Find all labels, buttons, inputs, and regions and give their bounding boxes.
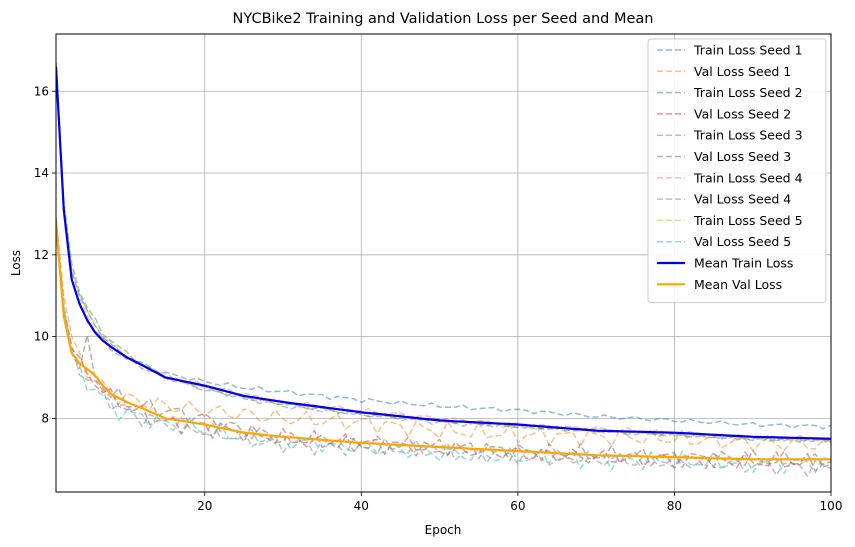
x-tick-label: 80 — [667, 499, 682, 513]
plot-frame — [55, 33, 832, 493]
x-tick-label: 40 — [354, 499, 369, 513]
legend-label: Mean Train Loss — [694, 256, 793, 271]
legend-label: Train Loss Seed 5 — [693, 213, 803, 228]
legend-label: Train Loss Seed 2 — [693, 85, 803, 100]
legend-box — [647, 38, 827, 304]
legend-label: Val Loss Seed 5 — [694, 234, 791, 249]
chart-title: NYCBike2 Training and Validation Loss pe… — [233, 11, 654, 27]
legend: Train Loss Seed 1 Val Loss Seed 1 Train Lo… — [647, 38, 827, 304]
y-tick-label: 14 — [34, 166, 49, 180]
series-line-val-loss-seed-5 — [56, 217, 831, 475]
series-line-mean-train-loss — [56, 66, 831, 440]
series-lines — [56, 62, 831, 477]
y-tick-label: 12 — [34, 248, 49, 262]
x-tick-label: 100 — [820, 499, 843, 513]
legend-label: Val Loss Seed 1 — [694, 64, 791, 79]
axis-ticks: 20 40 60 80 100 8 10 12 14 16 — [34, 84, 843, 513]
x-axis-label: Epoch — [425, 523, 462, 537]
y-axis-label: Loss — [9, 250, 23, 276]
legend-label: Val Loss Seed 2 — [694, 106, 791, 121]
y-tick-label: 10 — [34, 330, 49, 344]
legend-label: Mean Val Loss — [694, 277, 782, 292]
x-tick-label: 60 — [510, 499, 525, 513]
legend-label: Val Loss Seed 3 — [694, 149, 791, 164]
y-tick-label: 16 — [34, 84, 49, 98]
legend-label: Train Loss Seed 4 — [693, 170, 803, 185]
series-line-mean-val-loss — [56, 222, 831, 461]
y-tick-label: 8 — [41, 411, 49, 425]
legend-label: Train Loss Seed 3 — [693, 128, 803, 143]
legend-label: Val Loss Seed 4 — [694, 192, 791, 207]
x-tick-label: 20 — [197, 499, 212, 513]
series-line-train-loss-seed-1 — [56, 66, 831, 430]
legend-label: Train Loss Seed 1 — [693, 43, 803, 58]
series-line-val-loss-seed-1 — [56, 217, 831, 452]
